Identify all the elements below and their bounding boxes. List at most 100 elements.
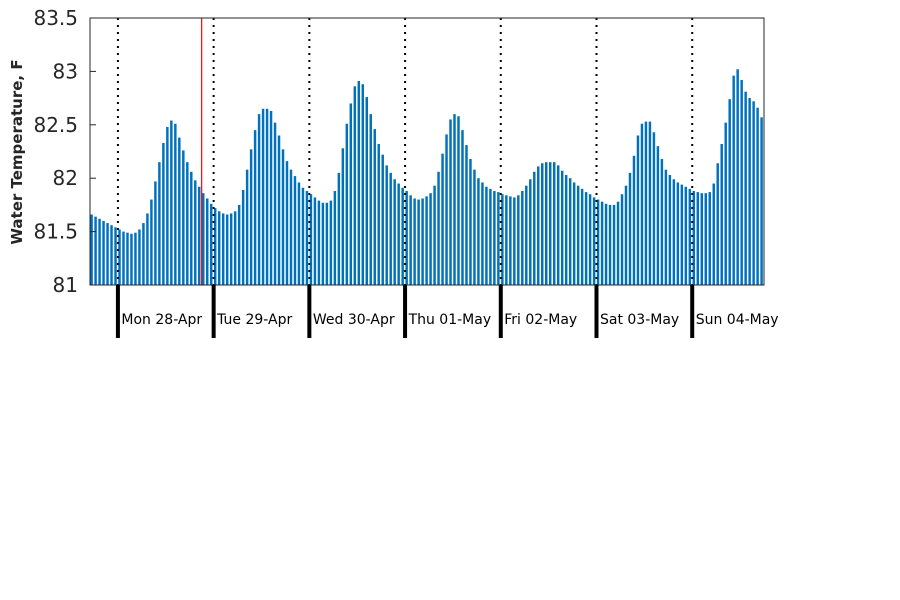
day-label: Fri 02-May (504, 312, 577, 328)
bar (393, 179, 396, 285)
bar (676, 182, 680, 285)
bar (285, 161, 289, 285)
bar (333, 191, 337, 285)
bar (349, 103, 353, 285)
bar (529, 179, 532, 285)
bar (409, 195, 412, 285)
bar (281, 149, 285, 285)
bar (453, 114, 456, 286)
y-tick-label: 83 (53, 59, 78, 83)
bar (361, 84, 365, 285)
bar (353, 86, 357, 285)
bar (122, 231, 125, 285)
bar (134, 232, 137, 285)
bar (596, 199, 600, 285)
bar (198, 186, 201, 285)
bar (114, 227, 117, 285)
bar (178, 137, 181, 285)
bar (309, 194, 313, 285)
bar (537, 166, 540, 285)
bar (425, 196, 428, 285)
bar (505, 195, 508, 285)
bar (389, 172, 392, 285)
day-axis: Mon 28-Apr Tue 29-Apr Wed 30-Apr Thu 01-May… (115, 285, 779, 338)
bar (269, 110, 273, 285)
bar (170, 120, 173, 285)
bar (624, 185, 628, 285)
bar (588, 194, 592, 285)
bar (457, 116, 460, 285)
day-label: Mon 28-Apr (121, 312, 202, 328)
bar (756, 107, 759, 286)
bar (576, 185, 580, 285)
bar (612, 204, 616, 285)
bar (142, 223, 145, 285)
y-tick-label: 82.5 (33, 113, 78, 137)
bar (545, 162, 548, 285)
bar (616, 201, 620, 285)
bar (110, 225, 113, 285)
bar (138, 229, 141, 285)
bar (305, 191, 309, 285)
bar (740, 79, 743, 285)
bar (329, 200, 333, 285)
bar (640, 123, 644, 285)
day-label: Thu 01-May (408, 312, 492, 328)
bar (688, 188, 692, 285)
bar (277, 135, 281, 285)
bar (345, 123, 349, 285)
bar (580, 188, 584, 285)
bar (632, 155, 636, 285)
bar (213, 208, 217, 285)
bar (313, 197, 317, 285)
y-axis-label: Water Temperature, F (8, 59, 26, 244)
bar (584, 192, 588, 285)
bar (533, 171, 536, 285)
bar (273, 122, 277, 285)
bar (477, 178, 480, 285)
bar (182, 150, 185, 285)
bar (572, 182, 576, 285)
bar (592, 197, 596, 285)
bar (664, 169, 668, 285)
bar (245, 169, 249, 285)
bar (369, 114, 372, 286)
bar (317, 200, 321, 285)
bar (608, 204, 612, 285)
bar (150, 199, 153, 285)
bar (620, 194, 624, 285)
bar (233, 211, 237, 285)
bar (357, 81, 361, 285)
bar (365, 97, 368, 285)
bar (473, 169, 476, 285)
bar (126, 232, 129, 285)
day-label: Sun 04-May (696, 312, 779, 328)
day-label: Wed 30-Apr (313, 312, 395, 328)
bar (377, 144, 380, 285)
bar (293, 176, 297, 285)
bar (337, 172, 341, 285)
bar (217, 211, 221, 285)
bar (736, 69, 739, 285)
bar (261, 108, 265, 285)
bar (652, 132, 656, 285)
bar (186, 162, 189, 285)
bar (656, 146, 660, 285)
bar (748, 98, 751, 285)
bar (720, 144, 723, 285)
bar (301, 187, 305, 285)
bar (385, 165, 388, 285)
bar (548, 162, 552, 285)
bar (600, 201, 604, 285)
bar (648, 121, 652, 285)
bar (401, 187, 404, 285)
bar (341, 148, 345, 285)
bar (525, 185, 528, 285)
bar (174, 123, 177, 285)
bar (257, 114, 261, 286)
bar (560, 170, 564, 285)
bar (237, 204, 241, 285)
bar (604, 203, 608, 285)
bar (325, 202, 329, 285)
